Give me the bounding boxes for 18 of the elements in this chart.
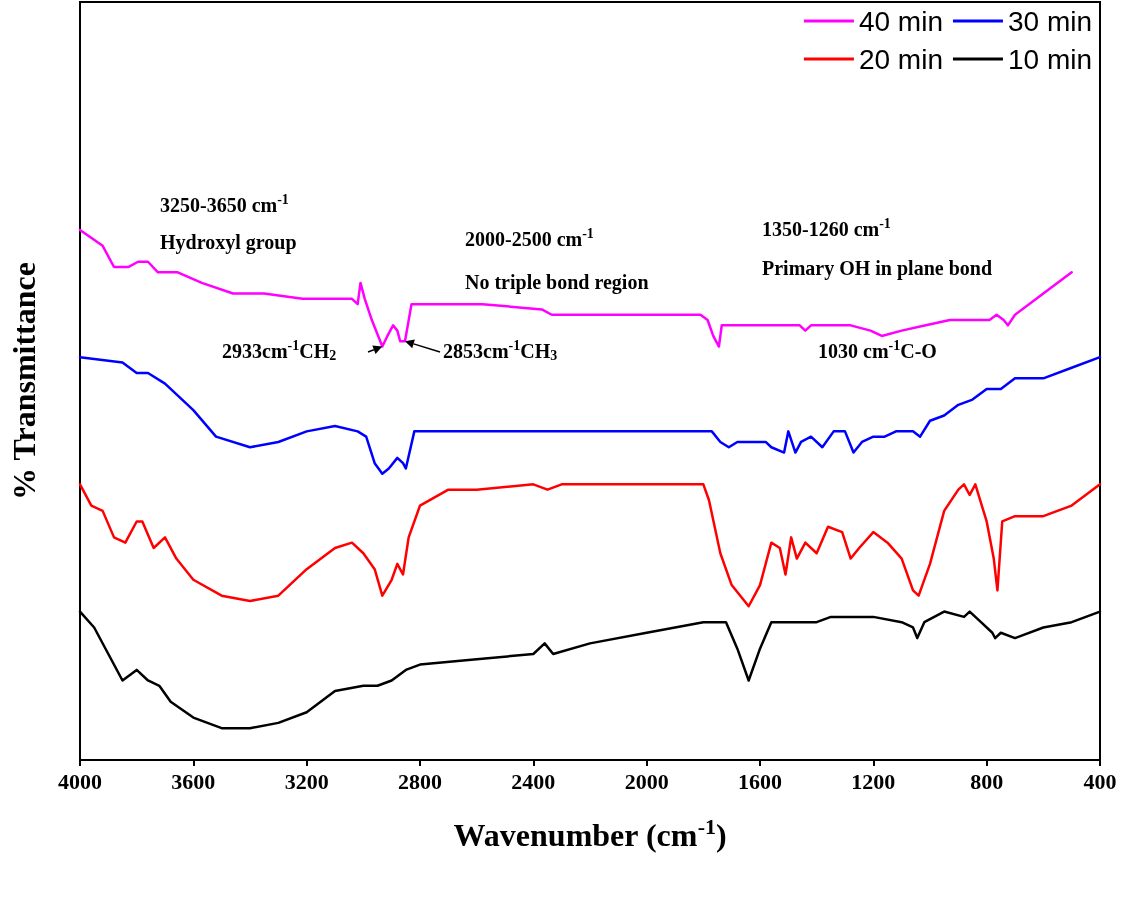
x-tick-label: 3600 bbox=[171, 768, 216, 794]
legend-label: 10 min bbox=[1007, 43, 1093, 75]
legend-label: 40 min bbox=[858, 5, 943, 37]
x-tick-label: 2800 bbox=[398, 768, 442, 794]
annotation: Hydroxyl group bbox=[160, 231, 297, 254]
x-tick-label: 1200 bbox=[851, 768, 896, 794]
x-tick-label: 2000 bbox=[624, 768, 669, 794]
x-tick-label: 400 bbox=[1083, 768, 1117, 794]
x-tick-label: 4000 bbox=[58, 768, 102, 794]
x-tick-label: 800 bbox=[970, 768, 1004, 794]
legend-label: 20 min bbox=[858, 43, 943, 75]
y-axis-title: % Transmittance bbox=[6, 262, 42, 500]
annotation: No triple bond region bbox=[465, 271, 649, 294]
x-tick-label: 2400 bbox=[511, 768, 556, 794]
x-tick-label: 1600 bbox=[738, 768, 782, 794]
annotation: Primary OH in plane bond bbox=[762, 257, 993, 280]
x-tick-label: 3200 bbox=[284, 768, 329, 794]
legend-label: 30 min bbox=[1007, 5, 1093, 37]
